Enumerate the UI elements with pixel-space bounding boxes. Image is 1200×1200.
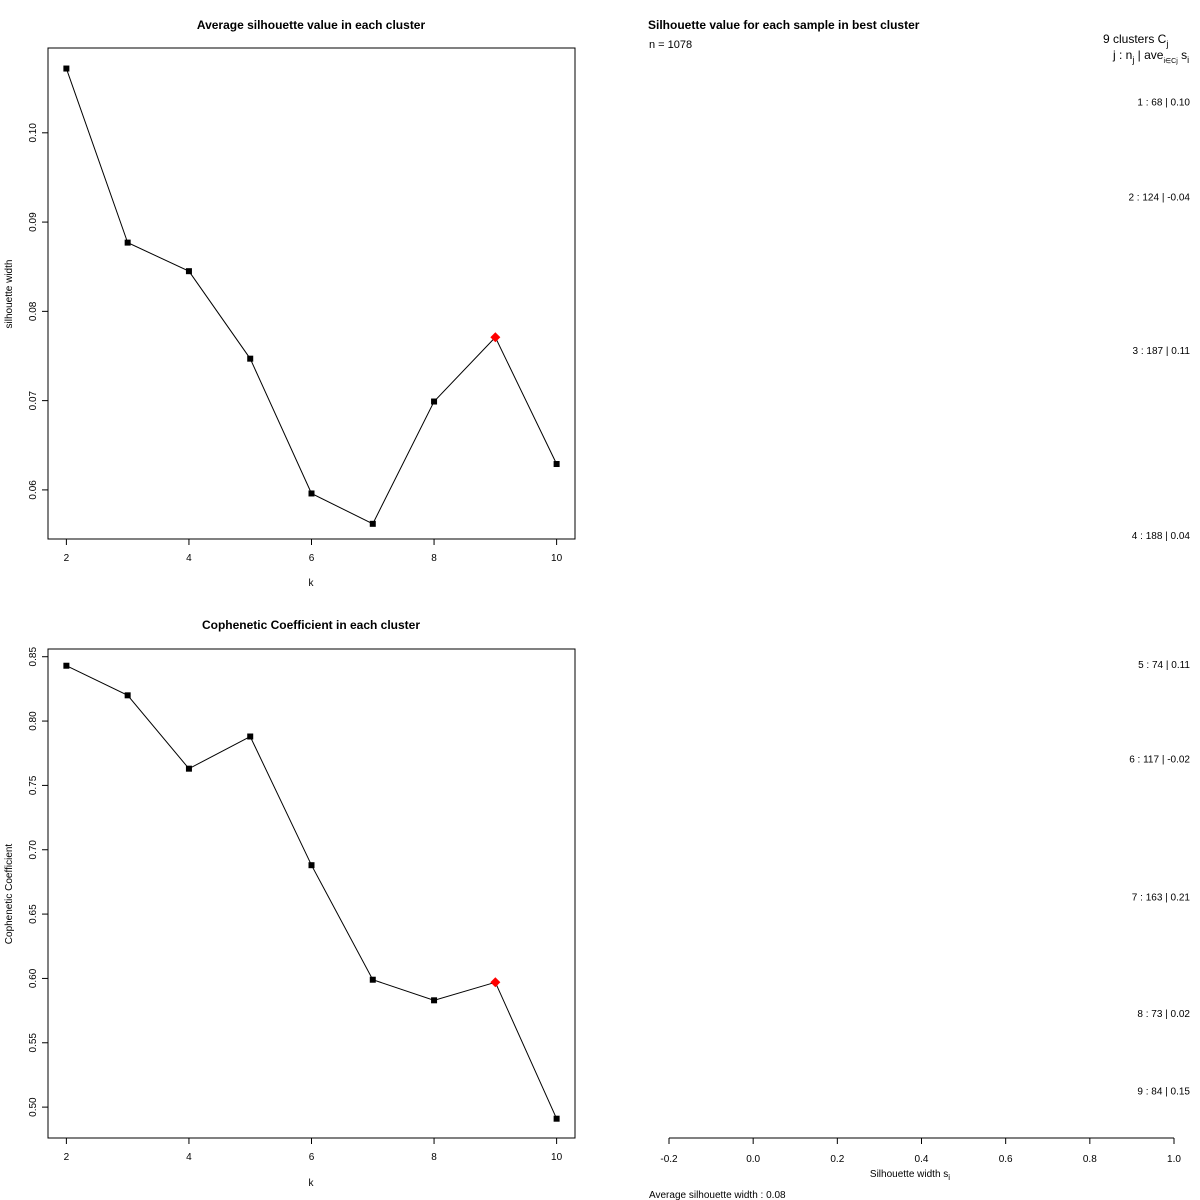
data-point — [185, 268, 192, 275]
y-tick-label: 0.70 — [28, 840, 39, 860]
data-point — [124, 692, 131, 699]
cluster-label: 9 : 84 | 0.15 — [1137, 1087, 1190, 1098]
y-tick-label: 0.08 — [28, 301, 39, 321]
highlight-point — [490, 977, 501, 988]
y-tick-label: 0.06 — [28, 480, 39, 500]
y-tick-label: 0.09 — [28, 212, 39, 232]
cluster-label: 4 : 188 | 0.04 — [1132, 531, 1191, 542]
y-tick-label: 0.55 — [28, 1033, 39, 1053]
data-point — [369, 976, 376, 983]
x-tick-label: 0.8 — [1083, 1154, 1097, 1165]
data-point — [247, 733, 254, 740]
plot-frame — [47, 47, 576, 540]
data-point — [308, 490, 315, 497]
chart-title: Silhouette value for each sample in best… — [648, 18, 920, 32]
data-point — [369, 520, 376, 527]
data-point — [431, 997, 438, 1004]
cluster-label: 2 : 124 | -0.04 — [1128, 192, 1190, 203]
data-point — [63, 662, 70, 669]
cophenetic-line-chart: Cophenetic Coefficient in each cluster k… — [4, 618, 576, 1189]
data-point — [431, 398, 438, 405]
data-point — [63, 65, 70, 72]
y-tick-label: 0.07 — [28, 390, 39, 410]
x-tick-label: 2 — [64, 1152, 70, 1163]
x-tick-label: 10 — [551, 553, 563, 564]
y-tick-label: 0.60 — [28, 968, 39, 988]
y-tick-label: 0.65 — [28, 904, 39, 924]
cluster-labels: 1 : 68 | 0.10 2 : 124 | -0.04 3 : 187 | 0.… — [1128, 98, 1190, 1098]
chart-title: Average silhouette value in each cluster — [197, 18, 426, 32]
chart-title: Cophenetic Coefficient in each cluster — [202, 618, 420, 632]
data-point — [308, 862, 315, 869]
y-axis-label: Cophenetic Coefficient — [4, 844, 15, 945]
plot-frame — [47, 648, 576, 1139]
x-tick-label: 4 — [186, 1152, 192, 1163]
silhouette-line-chart: Average silhouette value in each cluster… — [4, 18, 576, 589]
cluster-label: 7 : 163 | 0.21 — [1132, 893, 1191, 904]
silhouette-plot: Silhouette value for each sample in best… — [648, 18, 1190, 1200]
data-point — [553, 1115, 560, 1122]
x-tick-label: -0.2 — [660, 1154, 678, 1165]
cluster-label: 1 : 68 | 0.10 — [1137, 98, 1190, 109]
x-tick-label: 6 — [309, 1152, 315, 1163]
x-tick-label: 0.0 — [746, 1154, 760, 1165]
x-tick-label: 10 — [551, 1152, 563, 1163]
cluster-label: 5 : 74 | 0.11 — [1138, 660, 1190, 671]
y-tick-label: 0.50 — [28, 1097, 39, 1117]
cluster-header-line2: j : nj | avei∈Cj si — [1112, 48, 1189, 65]
cluster-label: 8 : 73 | 0.02 — [1137, 1009, 1190, 1020]
series-line — [66, 665, 558, 1119]
cluster-header-line1: 9 clusters Cj — [1103, 32, 1168, 49]
highlight-point — [490, 332, 501, 343]
x-axis-ticks: -0.2 0.0 0.2 0.4 0.6 0.8 1.0 — [660, 1138, 1181, 1165]
x-tick-label: 8 — [431, 1152, 437, 1163]
average-silhouette-width: Average silhouette width : 0.08 — [649, 1190, 786, 1200]
series-line — [65, 68, 558, 525]
data-point — [247, 355, 254, 362]
y-tick-label: 0.85 — [28, 647, 39, 667]
x-tick-label: 0.4 — [915, 1154, 929, 1165]
x-tick-label: 0.2 — [830, 1154, 844, 1165]
x-tick-label: 1.0 — [1167, 1154, 1181, 1165]
sample-count: n = 1078 — [649, 39, 692, 51]
data-point — [553, 461, 560, 468]
x-axis-label: k — [309, 578, 315, 589]
cluster-label: 3 : 187 | 0.11 — [1133, 346, 1191, 357]
x-axis-label: Silhouette width si — [870, 1169, 950, 1182]
x-axis-label: k — [309, 1178, 315, 1189]
data-point — [185, 765, 192, 772]
x-tick-label: 8 — [431, 553, 437, 564]
x-tick-label: 0.6 — [999, 1154, 1013, 1165]
y-axis-label: silhouette width — [4, 260, 15, 329]
cluster-label: 6 : 117 | -0.02 — [1129, 754, 1190, 765]
y-tick-label: 0.80 — [28, 711, 39, 731]
x-tick-label: 4 — [186, 553, 192, 564]
x-tick-label: 6 — [309, 553, 315, 564]
data-point — [124, 239, 131, 246]
y-tick-label: 0.10 — [28, 123, 39, 143]
y-tick-label: 0.75 — [28, 775, 39, 795]
x-tick-label: 2 — [64, 553, 70, 564]
